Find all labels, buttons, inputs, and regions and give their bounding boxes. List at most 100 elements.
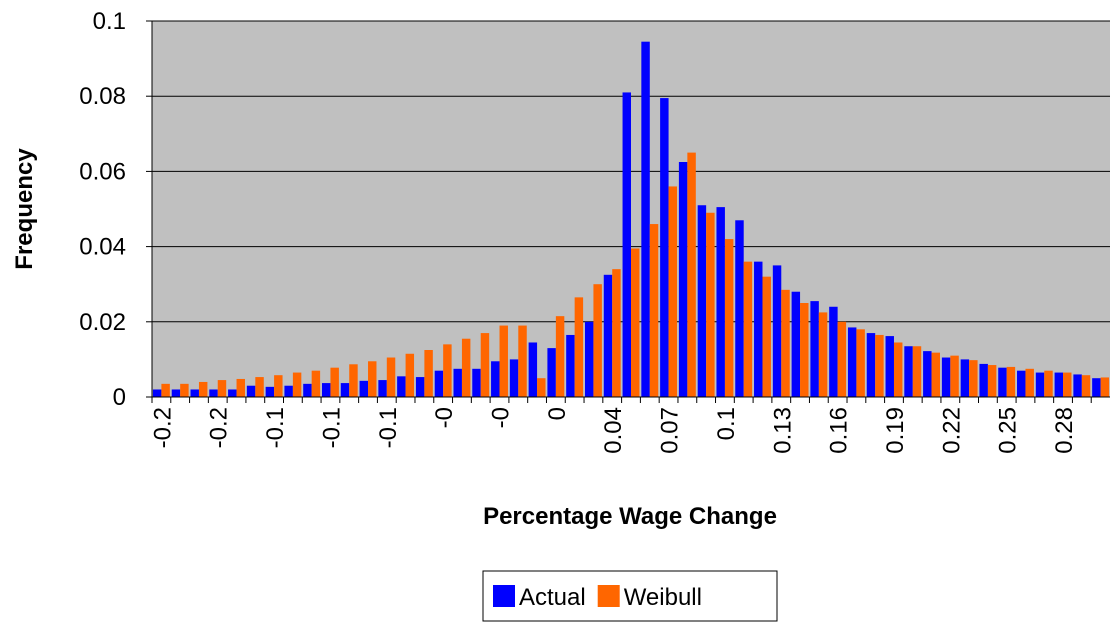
bar xyxy=(1035,372,1045,397)
bar xyxy=(359,380,369,397)
bar xyxy=(612,269,621,397)
bar xyxy=(198,381,208,397)
bar xyxy=(931,352,941,397)
bar xyxy=(687,152,696,397)
bar xyxy=(772,265,782,397)
bar xyxy=(349,364,358,397)
bar xyxy=(969,360,978,397)
bar xyxy=(499,325,508,397)
bar xyxy=(180,383,189,397)
y-axis-title: Frequency xyxy=(11,148,38,270)
bar xyxy=(574,297,584,397)
x-tick-label: 0.13 xyxy=(769,407,796,454)
bar xyxy=(555,316,565,397)
bar xyxy=(246,385,256,397)
bar xyxy=(941,357,951,397)
x-tick-label: -0.1 xyxy=(262,407,289,448)
x-tick-label: -0.1 xyxy=(318,407,345,448)
legend: Actual Weibull xyxy=(482,570,778,622)
bar xyxy=(735,220,744,397)
bar xyxy=(378,380,387,397)
bar xyxy=(292,372,302,397)
bar xyxy=(584,321,594,397)
bar xyxy=(856,329,865,397)
bar xyxy=(593,284,602,397)
bar xyxy=(472,368,481,397)
bar xyxy=(453,368,462,397)
y-tick-label: 0 xyxy=(113,384,126,411)
bar xyxy=(236,378,245,397)
bar xyxy=(743,261,753,397)
bar xyxy=(885,336,894,397)
bar xyxy=(321,383,331,397)
bar xyxy=(1054,372,1064,397)
x-tick-label: 0.04 xyxy=(600,407,627,454)
bar xyxy=(847,327,857,397)
bar xyxy=(518,325,527,397)
x-tick-label: 0.25 xyxy=(995,407,1022,454)
bar xyxy=(566,334,575,397)
bar xyxy=(190,389,199,397)
x-tick-label: -0.2 xyxy=(149,407,176,448)
y-tick-label: 0.1 xyxy=(93,8,126,35)
bar xyxy=(1025,368,1034,397)
bar xyxy=(649,224,659,397)
bar xyxy=(762,276,771,397)
x-tick-label: -0.1 xyxy=(375,407,402,448)
bar xyxy=(1100,377,1110,397)
x-tick-label: 0.22 xyxy=(938,407,965,454)
bar xyxy=(217,380,227,397)
bar xyxy=(340,383,350,397)
bar xyxy=(424,350,433,397)
bar xyxy=(641,41,650,398)
x-tick-label: 0 xyxy=(544,407,571,420)
bar xyxy=(284,385,293,397)
bar xyxy=(866,333,876,397)
bar xyxy=(528,342,538,397)
bar xyxy=(998,367,1007,397)
bar xyxy=(228,389,237,397)
bar xyxy=(1063,372,1072,397)
bar xyxy=(152,389,162,397)
x-tick-label: 0.28 xyxy=(1051,407,1078,454)
bar xyxy=(818,312,828,397)
bar xyxy=(754,261,763,397)
bar xyxy=(255,377,264,397)
bar xyxy=(724,239,734,397)
legend-label: Weibull xyxy=(624,584,702,611)
bar xyxy=(368,361,377,397)
bar xyxy=(810,301,819,397)
bar xyxy=(311,370,321,397)
bar xyxy=(829,306,838,397)
x-tick-label: 0.19 xyxy=(882,407,909,454)
bar xyxy=(960,359,970,397)
bar xyxy=(415,377,425,397)
bar xyxy=(405,353,415,397)
x-tick-label: 0.1 xyxy=(713,407,740,440)
x-tick-label: 0.16 xyxy=(826,407,853,454)
y-tick-label: 0.08 xyxy=(79,83,126,110)
bar xyxy=(893,342,903,397)
bar xyxy=(274,375,283,397)
y-tick-label: 0.06 xyxy=(79,158,126,185)
bar xyxy=(904,346,913,397)
bar xyxy=(697,205,707,397)
bar xyxy=(443,344,452,397)
bar xyxy=(678,162,688,397)
bar xyxy=(660,98,669,397)
bar xyxy=(491,361,500,397)
bar xyxy=(509,359,519,397)
bar xyxy=(537,378,546,397)
bar xyxy=(706,212,715,397)
x-tick-label: 0.07 xyxy=(657,407,684,454)
bar xyxy=(781,289,790,397)
legend-swatch xyxy=(597,585,620,607)
bar xyxy=(1081,375,1091,397)
bar xyxy=(875,334,884,397)
bar xyxy=(209,389,218,397)
bar xyxy=(1092,378,1101,397)
bar xyxy=(979,363,988,397)
bar xyxy=(265,386,275,397)
bar xyxy=(716,207,725,397)
